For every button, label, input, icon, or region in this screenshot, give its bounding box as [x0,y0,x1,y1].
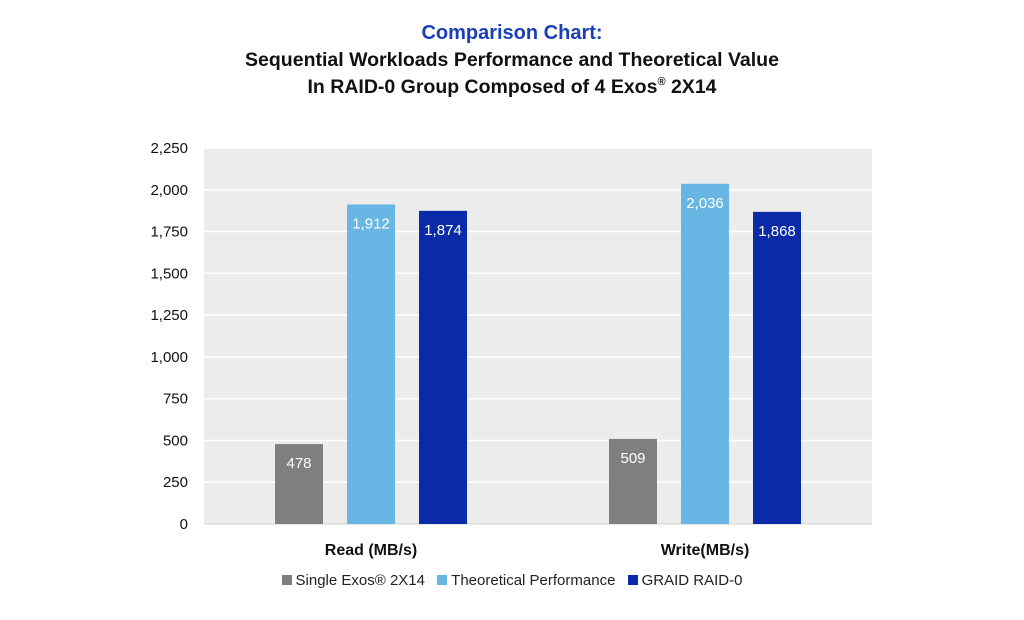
bar [275,444,323,524]
legend-label-single: Single Exos® 2X14 [295,572,425,589]
bar [347,204,395,524]
y-tick-label: 0 [180,516,188,533]
y-tick-label: 2,000 [150,182,188,199]
bar [609,438,657,524]
bar [681,183,729,524]
legend-item-theoretical: Theoretical Performance [437,572,615,589]
legend-item-graid: GRAID RAID-0 [627,572,743,589]
title-line-3: In RAID-0 Group Composed of 4 Exos® 2X14 [0,74,1024,101]
y-tick-label: 750 [163,391,188,408]
y-tick-label: 2,250 [150,140,188,157]
y-tick-label: 1,250 [150,307,188,324]
legend-swatch-single [281,575,292,585]
legend-item-single: Single Exos® 2X14 [281,572,425,589]
y-tick-label: 1,000 [150,349,188,366]
bar [419,210,467,524]
data-label: 1,874 [424,222,462,239]
legend-swatch-graid [627,575,638,585]
legend-label-theoretical: Theoretical Performance [451,572,616,589]
x-category-label: Write(MB/s) [661,542,750,559]
legend-swatch-theoretical [437,575,448,585]
legend-label-graid: GRAID RAID-0 [641,572,743,589]
data-label: 1,868 [758,223,796,240]
y-tick-label: 1,750 [150,224,188,241]
y-tick-label: 500 [163,432,188,449]
x-category-label: Read (MB/s) [325,542,417,559]
data-label: 1,912 [352,215,390,232]
legend: Single Exos® 2X14 Theoretical Performanc… [0,572,1024,589]
bar [753,211,801,525]
title-line-2: Sequential Workloads Performance and The… [245,49,779,71]
title-line-3-main: In RAID-0 Group Composed of 4 Exos [307,76,658,98]
chart-title: Comparison Chart: Sequential Workloads P… [0,20,1024,101]
data-label: 509 [620,450,645,467]
data-label: 2,036 [686,195,724,212]
title-line-3-suffix: 2X14 [665,76,717,98]
registered-mark: ® [657,76,666,88]
data-label: 478 [286,455,311,472]
y-tick-label: 250 [163,474,188,491]
y-tick-label: 1,500 [150,265,188,282]
title-line-1: Comparison Chart: [421,22,603,44]
